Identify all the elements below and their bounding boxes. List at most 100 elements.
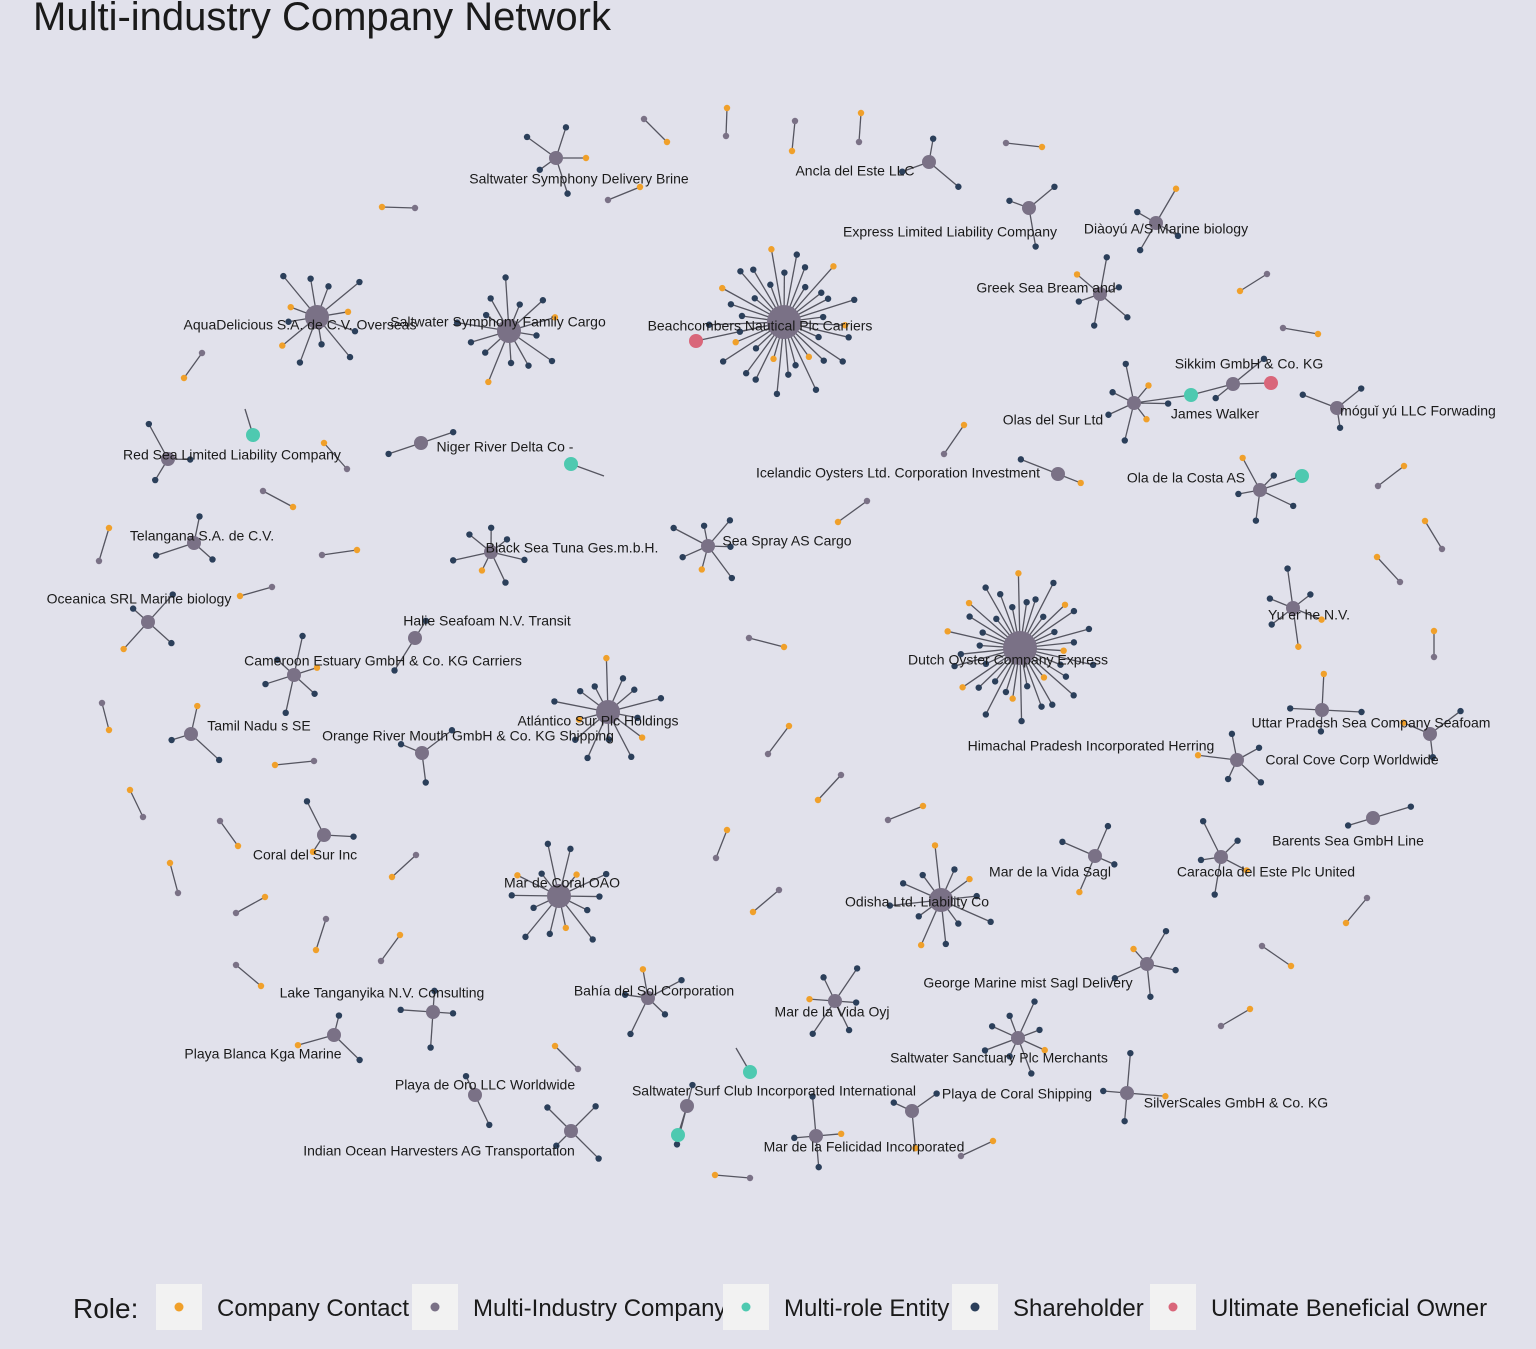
node	[1457, 708, 1463, 714]
node-label: Tamil Nadu s SE	[207, 718, 310, 734]
node	[288, 304, 294, 310]
company-node	[922, 155, 936, 169]
node	[397, 1007, 403, 1013]
node	[941, 451, 947, 457]
node	[1239, 455, 1245, 461]
legend-dot	[1169, 1303, 1178, 1312]
node	[1172, 967, 1178, 973]
node	[1050, 580, 1056, 586]
node	[216, 757, 222, 763]
node	[509, 892, 515, 898]
node	[628, 754, 634, 760]
node	[199, 350, 205, 356]
node	[318, 341, 324, 347]
node	[1259, 943, 1265, 949]
node	[1063, 673, 1069, 679]
company-node	[327, 1028, 341, 1042]
node	[1078, 480, 1084, 486]
node-label: Dutch Oyster Company Express	[908, 652, 1108, 668]
node	[321, 440, 327, 446]
node	[781, 269, 787, 275]
node-label: Mar de la Vida Oyj	[775, 1004, 890, 1020]
node	[584, 755, 590, 761]
node	[806, 996, 812, 1002]
node	[479, 567, 485, 573]
legend-dot	[742, 1303, 751, 1312]
node	[774, 391, 780, 397]
node	[592, 1103, 598, 1109]
company-node	[415, 746, 429, 760]
node	[378, 958, 384, 964]
node	[966, 876, 972, 882]
ubo-node	[689, 334, 703, 348]
node-label: Mar de la Vida Sagl	[989, 864, 1111, 880]
node	[1280, 325, 1286, 331]
node	[233, 962, 239, 968]
company-node	[701, 539, 715, 553]
node	[1006, 1013, 1012, 1019]
node	[1229, 731, 1235, 737]
node	[354, 547, 360, 553]
node	[786, 723, 792, 729]
node	[891, 1099, 897, 1105]
node	[1049, 702, 1055, 708]
node	[589, 936, 595, 942]
node	[810, 1031, 816, 1037]
node	[544, 1104, 550, 1110]
node-label: móguǐ yú LLC Forwading	[1340, 403, 1496, 419]
node	[664, 139, 670, 145]
node	[545, 841, 551, 847]
node	[1343, 920, 1349, 926]
node	[979, 629, 985, 635]
node	[1147, 994, 1153, 1000]
legend-label: Multi-role Entity	[784, 1295, 949, 1322]
node	[482, 349, 488, 355]
node	[413, 852, 419, 858]
node	[900, 880, 906, 886]
node	[1123, 361, 1129, 367]
node	[1235, 491, 1241, 497]
node	[584, 907, 590, 913]
legend-label: Company Contact	[217, 1295, 409, 1322]
node	[639, 734, 645, 740]
node	[533, 332, 539, 338]
node	[785, 371, 791, 377]
node	[1003, 140, 1009, 146]
node-label: Orange River Mouth GmbH & Co. KG Shippin…	[322, 728, 614, 744]
node	[1374, 554, 1380, 560]
node	[959, 684, 965, 690]
node	[237, 593, 243, 599]
node	[719, 285, 725, 291]
node	[345, 309, 351, 315]
node-label: Caracola del Este Plc United	[1177, 864, 1355, 880]
node	[1127, 1050, 1133, 1056]
node	[885, 817, 891, 823]
node	[583, 155, 589, 161]
node	[167, 860, 173, 866]
node	[194, 703, 200, 709]
node	[776, 887, 782, 893]
node-label: Saltwater Sanctuary Plc Merchants	[890, 1050, 1108, 1066]
node	[450, 1010, 456, 1016]
node	[794, 251, 800, 257]
node	[120, 646, 126, 652]
company-node	[426, 1005, 440, 1019]
legend-dot	[431, 1303, 440, 1312]
node	[233, 910, 239, 916]
node	[1300, 392, 1306, 398]
node	[830, 263, 836, 269]
node	[916, 913, 922, 919]
node	[992, 678, 998, 684]
node	[976, 684, 982, 690]
node-label: Sikkim GmbH & Co. KG	[1175, 356, 1324, 372]
node	[966, 600, 972, 606]
legend-label: Shareholder	[1013, 1295, 1144, 1322]
node	[631, 687, 637, 693]
node	[641, 116, 647, 122]
node	[356, 1057, 362, 1063]
node	[932, 842, 938, 848]
node-label: Lake Tanganyika N.V. Consulting	[280, 985, 485, 1001]
node	[712, 1172, 718, 1178]
node	[280, 273, 286, 279]
node	[1009, 695, 1015, 701]
